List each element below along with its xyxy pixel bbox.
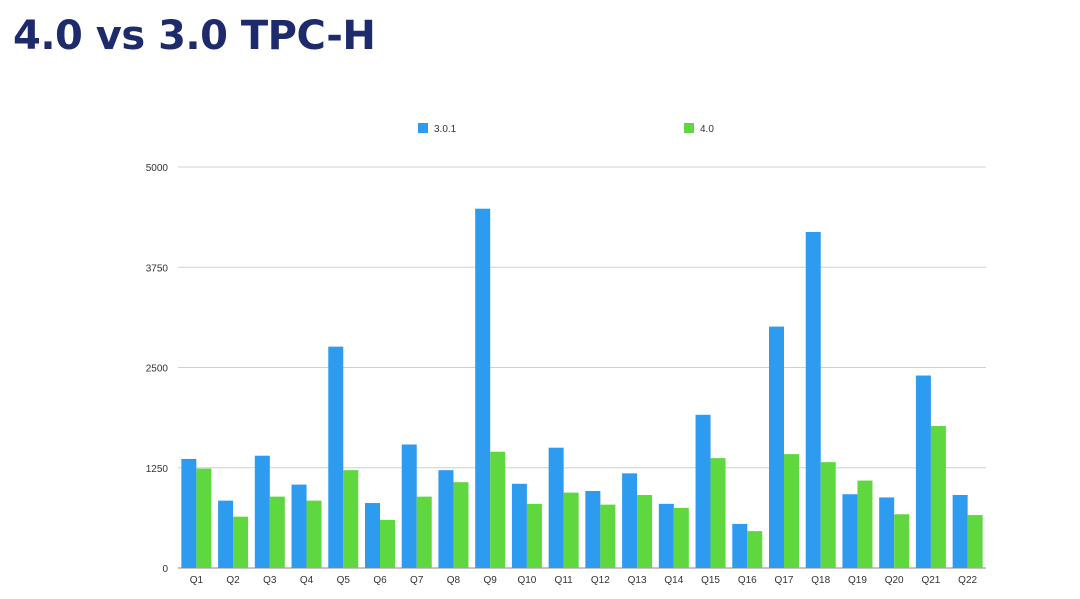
bar-4-0-Q2 [233,516,249,568]
bar-4-0-Q8 [453,482,469,568]
x-tick-label-Q18: Q18 [811,575,830,586]
y-tick-label-5000: 5000 [146,163,169,174]
bar-4-0-Q22 [967,515,983,568]
x-tick-label-Q7: Q7 [410,575,424,586]
x-tick-label-Q5: Q5 [337,575,351,586]
bar-3-0-1-Q17 [769,326,784,568]
x-tick-label-Q11: Q11 [555,575,574,586]
bar-4-0-Q14 [673,507,689,568]
legend-label-4-0: 4.0 [700,124,714,135]
bar-3-0-1-Q5 [328,346,344,568]
x-tick-label-Q8: Q8 [447,575,461,586]
bar-3-0-1-Q22 [952,495,968,568]
bar-4-0-Q16 [747,531,763,568]
bar-3-0-1-Q14 [658,503,674,568]
bar-4-0-Q18 [820,462,836,568]
bar-4-0-Q3 [269,496,285,568]
bar-3-0-1-Q8 [438,470,454,568]
bar-3-0-1-Q9 [475,208,491,569]
y-tick-label-2500: 2500 [146,364,169,375]
bar-4-0-Q15 [710,458,726,568]
bar-4-0-Q4 [306,500,322,568]
bar-4-0-Q6 [380,519,395,568]
bar-3-0-1-Q13 [622,473,638,568]
bar-3-0-1-Q6 [365,503,380,568]
x-tick-label-Q14: Q14 [664,575,683,586]
x-tick-label-Q2: Q2 [226,575,240,586]
bar-3-0-1-Q15 [695,414,711,568]
x-tick-label-Q3: Q3 [263,575,277,586]
bar-4-0-Q13 [637,495,653,568]
bar-4-0-Q19 [857,480,873,568]
bar-3-0-1-Q11 [548,447,564,568]
bar-3-0-1-Q19 [842,494,858,568]
bar-3-0-1-Q21 [915,375,931,568]
bar-4-0-Q21 [930,426,946,568]
bar-4-0-Q7 [416,496,432,568]
x-tick-label-Q9: Q9 [484,575,498,586]
x-tick-label-Q16: Q16 [738,575,757,586]
bar-4-0-Q10 [526,503,542,568]
bar-4-0-Q20 [894,514,910,568]
x-tick-label-Q17: Q17 [775,575,794,586]
bar-4-0-Q1 [196,468,212,568]
bar-3-0-1-Q4 [291,484,307,568]
legend-swatch-4-0 [684,123,694,133]
y-tick-label-0: 0 [162,564,168,575]
legend-label-3-0-1: 3.0.1 [434,124,457,135]
y-tick-label-3750: 3750 [146,263,169,274]
x-tick-label-Q10: Q10 [517,575,536,586]
bar-3-0-1-Q12 [585,491,601,568]
x-tick-label-Q22: Q22 [958,575,977,586]
x-tick-label-Q13: Q13 [628,575,647,586]
x-tick-label-Q4: Q4 [300,575,314,586]
bar-3-0-1-Q16 [732,523,748,568]
bar-3-0-1-Q7 [401,444,417,568]
bar-4-0-Q17 [784,454,799,568]
bar-4-0-Q11 [563,492,579,568]
x-tick-label-Q21: Q21 [921,575,940,586]
slide-title: 4.0 vs 3.0 TPC-H [13,13,376,59]
bar-3-0-1-Q1 [181,458,197,568]
x-tick-label-Q6: Q6 [373,575,387,586]
bar-3-0-1-Q3 [254,455,270,568]
x-tick-label-Q19: Q19 [848,575,867,586]
x-tick-label-Q20: Q20 [885,575,904,586]
bar-4-0-Q12 [600,504,616,568]
bar-4-0-Q5 [343,470,359,568]
bar-4-0-Q9 [490,451,506,568]
bar-3-0-1-Q20 [879,497,895,568]
bar-3-0-1-Q2 [218,500,234,568]
x-tick-label-Q15: Q15 [701,575,720,586]
y-tick-label-1250: 1250 [146,464,169,475]
x-tick-label-Q12: Q12 [591,575,610,586]
legend-swatch-3-0-1 [418,123,428,133]
bar-3-0-1-Q10 [511,483,527,568]
bar-3-0-1-Q18 [805,231,821,568]
x-tick-label-Q1: Q1 [190,575,204,586]
